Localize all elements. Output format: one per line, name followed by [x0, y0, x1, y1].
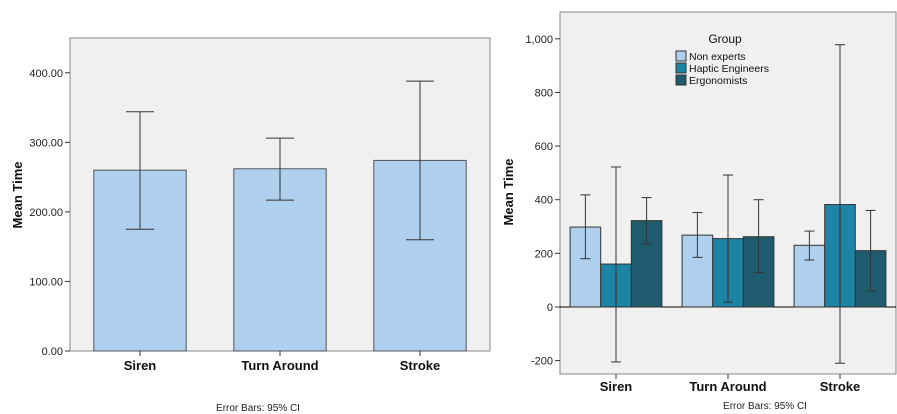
chart-1-error-bars: [126, 80, 434, 241]
legend-item: Haptic Engineers: [675, 62, 769, 75]
x-category-label: Stroke: [400, 358, 440, 373]
x-category-label: Turn Around: [689, 379, 766, 394]
error-bar: [804, 230, 815, 261]
legend-swatch: [675, 50, 687, 62]
legend-label: Non experts: [689, 51, 746, 63]
chart-1: 0.00 100.00 200.00 300.00 400.00 Siren Turn A…: [10, 37, 491, 414]
y-tick-label: 400.00: [29, 68, 63, 80]
y-tick-label: 400: [535, 195, 553, 207]
y-tick-label: 300.00: [29, 137, 63, 149]
x-category-label: Siren: [124, 358, 157, 373]
chart-2-error-bars: [580, 44, 876, 364]
y-tick-label: -200: [531, 356, 553, 368]
error-bar: [266, 137, 294, 201]
x-category-label: Siren: [600, 379, 633, 394]
legend-title: Group: [708, 32, 742, 46]
chart-1-y-axis-label: Mean Time: [10, 162, 25, 229]
x-category-label: Stroke: [820, 379, 860, 394]
x-category-label: Turn Around: [241, 358, 318, 373]
error-bar: [753, 199, 764, 274]
error-bar: [126, 111, 154, 230]
legend-label: Haptic Engineers: [689, 63, 769, 75]
error-bar: [865, 209, 876, 292]
error-bar: [611, 166, 621, 363]
y-tick-label: 200.00: [29, 207, 63, 219]
y-tick-label: 600: [535, 141, 553, 153]
legend-swatch: [675, 62, 687, 74]
y-tick-label: 200: [535, 248, 553, 260]
legend-item: Ergonomists: [675, 74, 747, 87]
chart-1-footnote: Error Bars: 95% CI: [216, 403, 300, 414]
error-bar: [723, 174, 733, 303]
error-bar: [406, 80, 434, 241]
chart-2-y-ticks: -200 0 200 400 600 800 1,000: [525, 34, 560, 368]
y-tick-label: 100.00: [29, 276, 63, 288]
error-bar: [835, 44, 845, 364]
error-bar: [580, 194, 591, 260]
y-tick-label: 1,000: [525, 34, 553, 46]
chart-2-y-axis-label: Mean Time: [501, 159, 516, 226]
y-tick-label: 0: [547, 302, 553, 314]
chart-2-footnote: Error Bars: 95% CI: [723, 401, 807, 412]
chart-1-categories: Siren Turn Around Stroke: [124, 351, 440, 373]
legend-label: Ergonomists: [689, 75, 747, 87]
legend-swatch: [675, 74, 687, 86]
error-bar: [641, 197, 652, 245]
y-tick-label: 800: [535, 87, 553, 99]
chart-1-y-ticks: 0.00 100.00 200.00 300.00 400.00: [29, 68, 70, 358]
chart-2-bars: [569, 204, 887, 308]
chart-2-categories: Siren Turn Around Stroke: [600, 374, 860, 394]
y-tick-label: 0.00: [42, 346, 63, 358]
error-bar: [692, 212, 703, 258]
legend-item: Non experts: [675, 50, 746, 63]
